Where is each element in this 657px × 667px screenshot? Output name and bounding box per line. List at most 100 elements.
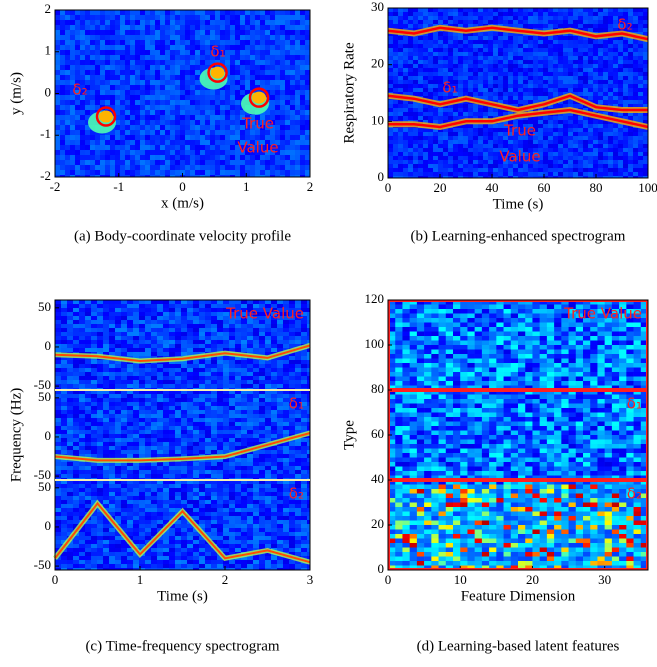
- texture-cell: [165, 25, 170, 30]
- texture-cell: [568, 140, 573, 144]
- texture-cell: [205, 135, 210, 140]
- texture-cell: [283, 340, 289, 344]
- texture-cell: [180, 160, 185, 165]
- texture-cell: [277, 328, 283, 332]
- texture-cell: [418, 108, 423, 112]
- texture-cell: [483, 44, 488, 48]
- texture-cell: [140, 80, 145, 85]
- texture-cell: [563, 140, 568, 144]
- texture-cell: [423, 132, 428, 136]
- texture-cell: [538, 48, 543, 52]
- texture-cell: [193, 336, 199, 340]
- texture-cell: [275, 70, 280, 75]
- texture-cell: [223, 324, 229, 328]
- texture-cell: [115, 155, 120, 160]
- texture-cell: [265, 170, 270, 175]
- texture-cell: [443, 16, 448, 20]
- texture-cell: [543, 40, 548, 44]
- texture-cell: [95, 10, 100, 15]
- texture-cell: [593, 168, 598, 172]
- texture-cell: [235, 170, 240, 175]
- texture-cell: [498, 172, 503, 176]
- texture-cell: [553, 68, 558, 72]
- texture-cell: [633, 44, 638, 48]
- texture-cell: [240, 40, 245, 45]
- texture-cell: [513, 84, 518, 88]
- texture-cell: [483, 48, 488, 52]
- texture-cell: [613, 72, 618, 76]
- texture-cell: [170, 160, 175, 165]
- texture-cell: [100, 50, 105, 55]
- texture-cell: [79, 300, 85, 304]
- texture-cell: [225, 135, 230, 140]
- texture-cell: [190, 85, 195, 90]
- texture-cell: [165, 90, 170, 95]
- texture-cell: [633, 24, 638, 28]
- texture-cell: [151, 344, 157, 348]
- texture-cell: [593, 16, 598, 20]
- texture-cell: [608, 92, 613, 96]
- texture-cell: [588, 8, 593, 12]
- texture-cell: [493, 160, 498, 164]
- texture-cell: [110, 150, 115, 155]
- texture-cell: [638, 144, 643, 148]
- texture-cell: [275, 80, 280, 85]
- texture-cell: [140, 65, 145, 70]
- texture-cell: [513, 64, 518, 68]
- texture-cell: [618, 68, 623, 72]
- texture-cell: [225, 90, 230, 95]
- texture-cell: [593, 72, 598, 76]
- texture-cell: [90, 150, 95, 155]
- texture-cell: [195, 120, 200, 125]
- texture-cell: [295, 65, 300, 70]
- texture-cell: [513, 172, 518, 176]
- texture-cell: [165, 60, 170, 65]
- texture-cell: [573, 88, 578, 92]
- texture-cell: [623, 88, 628, 92]
- texture-cell: [533, 172, 538, 176]
- texture-cell: [623, 144, 628, 148]
- texture-cell: [508, 48, 513, 52]
- texture-cell: [478, 128, 483, 132]
- texture-cell: [229, 384, 235, 388]
- texture-cell: [533, 96, 538, 100]
- texture-cell: [463, 44, 468, 48]
- texture-cell: [603, 64, 608, 68]
- texture-cell: [533, 80, 538, 84]
- texture-cell: [240, 30, 245, 35]
- texture-cell: [628, 64, 633, 68]
- texture-cell: [240, 60, 245, 65]
- texture-cell: [295, 90, 300, 95]
- texture-cell: [573, 24, 578, 28]
- texture-cell: [97, 364, 103, 368]
- texture-cell: [210, 135, 215, 140]
- texture-cell: [428, 140, 433, 144]
- texture-cell: [225, 95, 230, 100]
- texture-cell: [295, 110, 300, 115]
- texture-cell: [285, 100, 290, 105]
- texture-cell: [468, 128, 473, 132]
- annotation: True: [503, 122, 536, 140]
- texture-cell: [140, 15, 145, 20]
- texture-cell: [170, 35, 175, 40]
- texture-cell: [578, 124, 583, 128]
- texture-cell: [145, 160, 150, 165]
- texture-cell: [398, 20, 403, 24]
- texture-cell: [618, 84, 623, 88]
- texture-cell: [110, 70, 115, 75]
- texture-cell: [100, 35, 105, 40]
- texture-cell: [608, 68, 613, 72]
- texture-cell: [240, 170, 245, 175]
- texture-cell: [175, 384, 181, 388]
- texture-cell: [598, 8, 603, 12]
- texture-cell: [628, 92, 633, 96]
- texture-cell: [398, 136, 403, 140]
- texture-cell: [200, 25, 205, 30]
- texture-cell: [155, 120, 160, 125]
- texture-cell: [275, 160, 280, 165]
- texture-cell: [70, 110, 75, 115]
- texture-cell: [528, 16, 533, 20]
- texture-cell: [458, 136, 463, 140]
- texture-cell: [523, 24, 528, 28]
- texture-cell: [105, 30, 110, 35]
